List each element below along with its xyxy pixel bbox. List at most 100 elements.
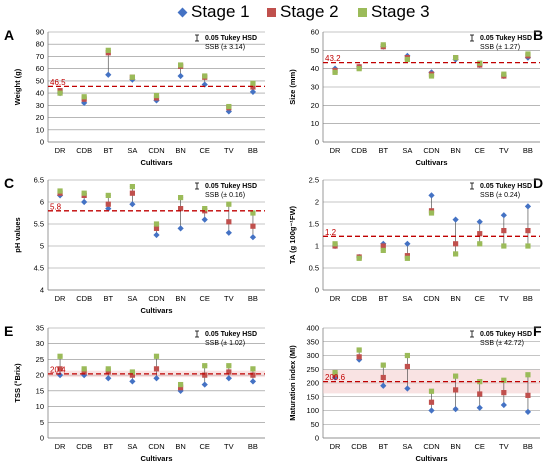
square-marker-icon bbox=[358, 8, 367, 17]
reference-value-label: 43.2 bbox=[325, 54, 341, 63]
data-point-stage-3 bbox=[226, 201, 232, 207]
square-marker-icon bbox=[267, 8, 276, 17]
y-tick-label: 0 bbox=[315, 286, 319, 295]
data-point-stage-1 bbox=[500, 212, 507, 219]
data-point-stage-3 bbox=[477, 241, 483, 247]
y-tick-label: 5.5 bbox=[34, 220, 44, 229]
chart-svg-e: E 0 5 10 15 20 25 30 35 DR CDB BT SA CDN BN CE TV BB Culti… bbox=[4, 323, 265, 463]
chart-svg-d: D 0 0.5 1 1.5 2 2.5 DR CDB BT SA CDN BN CE TV BB TA (g 1… bbox=[288, 175, 543, 303]
data-point-stage-3 bbox=[501, 243, 507, 249]
legend-item-stage-1: Stage 1 bbox=[177, 2, 268, 22]
data-point-stage-3 bbox=[202, 206, 208, 212]
hsd-title: 0.05 Tukey HSD bbox=[480, 331, 532, 338]
x-tick-label: BT bbox=[378, 146, 388, 155]
x-tick-label: DR bbox=[330, 442, 341, 451]
x-tick-label: CDB bbox=[351, 442, 367, 451]
x-tick-label: DR bbox=[330, 294, 341, 303]
y-tick-label: 50 bbox=[36, 76, 44, 85]
y-tick-label: 70 bbox=[36, 52, 44, 61]
x-axis-title: Cultivars bbox=[140, 158, 172, 167]
x-tick-label: TV bbox=[499, 146, 509, 155]
y-tick-label: 6.5 bbox=[34, 176, 44, 185]
y-tick-label: 35 bbox=[36, 324, 44, 333]
x-tick-label: SA bbox=[127, 442, 137, 451]
x-tick-label: DR bbox=[55, 146, 66, 155]
x-axis-title: Cultivars bbox=[140, 454, 172, 463]
x-axis-title: Cultivars bbox=[415, 158, 447, 167]
y-tick-label: 30 bbox=[36, 101, 44, 110]
x-tick-label: TV bbox=[499, 294, 509, 303]
x-tick-label: BB bbox=[248, 146, 258, 155]
y-tick-label: 60 bbox=[311, 28, 319, 37]
reference-value-label: 5.8 bbox=[50, 202, 62, 211]
data-point-stage-2 bbox=[105, 369, 111, 375]
data-point-stage-2 bbox=[525, 392, 531, 398]
y-tick-label: 0 bbox=[315, 434, 319, 443]
data-point-stage-1 bbox=[500, 401, 507, 409]
y-tick-label: 10 bbox=[311, 119, 319, 128]
data-point-stage-2 bbox=[501, 228, 507, 234]
data-point-stage-2 bbox=[477, 391, 483, 397]
data-point-stage-2 bbox=[453, 387, 459, 393]
y-tick-label: 80 bbox=[36, 40, 44, 49]
x-tick-label: SA bbox=[127, 146, 137, 155]
data-point-stage-3 bbox=[57, 188, 63, 194]
data-point-stage-3 bbox=[428, 73, 435, 79]
x-tick-label: BT bbox=[103, 442, 113, 451]
data-point-stage-1 bbox=[452, 216, 459, 223]
x-tick-label: BT bbox=[103, 294, 113, 303]
y-tick-label: 25 bbox=[36, 355, 44, 364]
x-tick-label: TV bbox=[499, 442, 509, 451]
data-point-stage-3 bbox=[525, 372, 531, 378]
data-point-stage-1 bbox=[524, 408, 532, 415]
data-point-stage-2 bbox=[153, 366, 160, 372]
chart-panel-b: B 0 10 20 30 40 50 60 DR CDB BT SA CDN BN CE TV BB Cultiv… bbox=[275, 24, 550, 172]
y-tick-label: 30 bbox=[311, 83, 319, 92]
x-tick-label: BT bbox=[103, 146, 113, 155]
legend-item-stage-2: Stage 2 bbox=[267, 2, 357, 22]
y-tick-label: 300 bbox=[306, 351, 319, 360]
x-tick-label: CDB bbox=[351, 294, 367, 303]
data-point-stage-2 bbox=[453, 241, 459, 247]
x-tick-label: CDN bbox=[423, 294, 439, 303]
y-tick-label: 40 bbox=[311, 64, 319, 73]
legend-label: Stage 3 bbox=[371, 2, 430, 21]
data-point-stage-3 bbox=[380, 362, 386, 368]
data-point-stage-3 bbox=[356, 255, 362, 261]
data-point-stage-2 bbox=[202, 372, 208, 378]
x-tick-label: CDB bbox=[351, 146, 367, 155]
x-tick-label: BB bbox=[523, 442, 533, 451]
chart-svg-b: B 0 10 20 30 40 50 60 DR CDB BT SA CDN BN CE TV BB Cultiv… bbox=[288, 27, 543, 167]
chart-svg-c: C 4 4.5 5 5.5 6 6.5 DR CDB BT SA CDN BN CE TV BB Cultiva… bbox=[4, 175, 265, 315]
x-tick-label: BN bbox=[450, 146, 460, 155]
data-point-stage-2 bbox=[380, 374, 386, 381]
x-tick-label: CDN bbox=[148, 442, 164, 451]
data-point-stage-2 bbox=[226, 369, 232, 375]
x-tick-label: CE bbox=[475, 146, 485, 155]
data-point-stage-3 bbox=[428, 388, 435, 394]
x-tick-label: CDN bbox=[148, 294, 164, 303]
y-tick-label: 90 bbox=[36, 28, 44, 37]
data-point-stage-3 bbox=[153, 221, 160, 227]
y-tick-label: 4 bbox=[40, 286, 44, 295]
x-tick-label: BN bbox=[175, 294, 185, 303]
y-tick-label: 5 bbox=[40, 418, 44, 427]
x-tick-label: CE bbox=[475, 442, 485, 451]
x-axis-title: Cultivars bbox=[415, 454, 447, 463]
y-tick-label: 30 bbox=[36, 339, 44, 348]
data-point-stage-3 bbox=[501, 377, 507, 383]
data-point-stage-3 bbox=[153, 353, 160, 359]
x-tick-label: BT bbox=[378, 442, 388, 451]
data-point-stage-3 bbox=[453, 373, 459, 379]
x-tick-label: DR bbox=[330, 146, 341, 155]
reference-value-label: 46.5 bbox=[50, 78, 66, 87]
y-tick-label: 20 bbox=[311, 101, 319, 110]
y-tick-label: 40 bbox=[36, 89, 44, 98]
data-point-stage-1 bbox=[249, 234, 257, 241]
data-point-stage-1 bbox=[129, 201, 136, 208]
x-tick-label: TV bbox=[224, 146, 234, 155]
y-tick-label: 150 bbox=[306, 392, 319, 401]
data-point-stage-2 bbox=[129, 190, 135, 196]
x-tick-label: SA bbox=[402, 294, 412, 303]
